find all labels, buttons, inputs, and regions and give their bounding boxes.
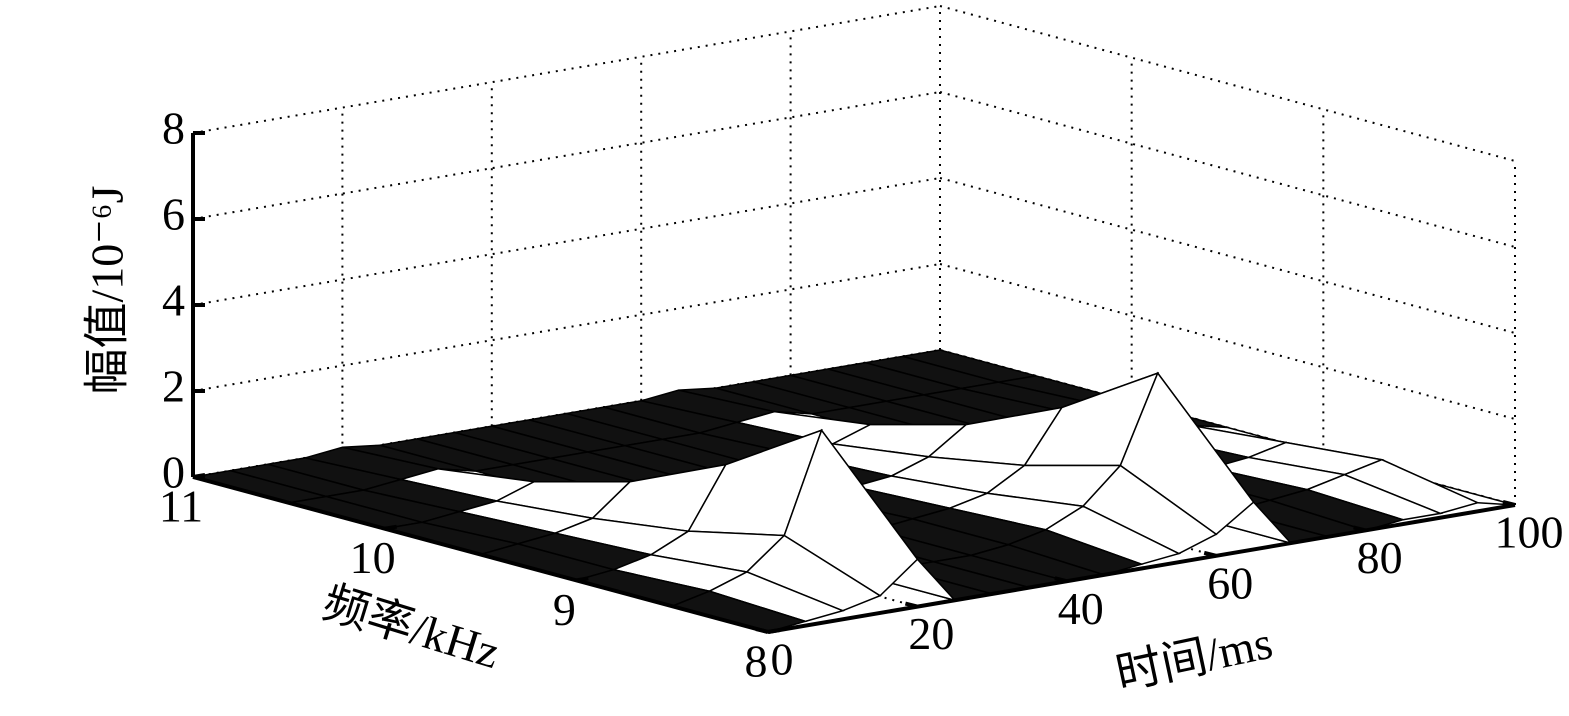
tick-mark — [1353, 525, 1367, 533]
tick-mark — [755, 627, 769, 634]
tick-mark — [1203, 550, 1217, 558]
x-tick-label: 100 — [1495, 507, 1564, 558]
x-axis — [767, 503, 1516, 634]
y-axis — [192, 475, 769, 634]
tick-mark — [904, 601, 918, 609]
grid-line — [192, 91, 941, 220]
x-tick-label: 80 — [1357, 532, 1403, 583]
y-tick-label: 11 — [159, 481, 203, 532]
tick-mark — [192, 473, 206, 479]
z-tick-label: 6 — [162, 189, 185, 240]
z-axis-label: 幅值/10⁻⁶J — [82, 186, 133, 395]
x-axis-label: 时间/ms — [1111, 617, 1277, 700]
y-axis-label: 频率/kHz — [317, 576, 505, 678]
y-tick-label: 9 — [553, 584, 576, 635]
z-tick-label: 8 — [162, 103, 185, 154]
y-tick-label: 10 — [350, 532, 396, 583]
tick-mark — [1502, 500, 1516, 507]
x-tick-label: 60 — [1207, 557, 1253, 608]
grid-line — [939, 91, 1516, 248]
x-tick-label: 20 — [908, 608, 954, 659]
grid-line — [192, 177, 941, 306]
grid-line — [939, 263, 1516, 420]
tick-mark — [576, 576, 589, 583]
x-tick-label: 40 — [1058, 583, 1104, 634]
tick-mark — [1054, 576, 1068, 584]
y-tick-label: 8 — [745, 636, 768, 687]
grid-line — [939, 5, 1516, 162]
tick-mark — [767, 628, 781, 634]
grid-line — [939, 177, 1516, 334]
x-tick-label: 0 — [771, 634, 794, 685]
grid-line — [192, 5, 941, 134]
tick-mark — [384, 524, 397, 531]
z-tick-label: 4 — [162, 275, 185, 326]
z-tick-label: 0 — [162, 447, 185, 498]
z-tick-label: 2 — [162, 361, 185, 412]
